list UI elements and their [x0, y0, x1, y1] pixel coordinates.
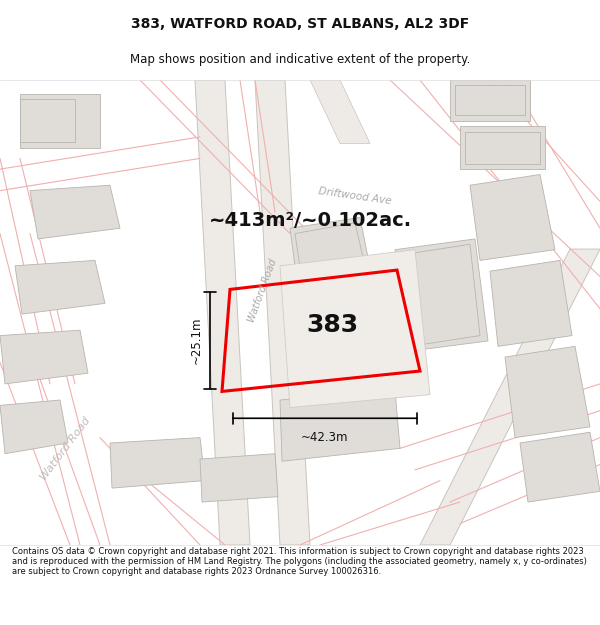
Polygon shape — [455, 86, 525, 116]
Polygon shape — [470, 174, 555, 261]
Polygon shape — [290, 217, 375, 303]
Polygon shape — [200, 454, 278, 502]
Polygon shape — [400, 244, 480, 346]
Text: ~25.1m: ~25.1m — [190, 317, 203, 364]
Text: ~413m²/~0.102ac.: ~413m²/~0.102ac. — [208, 211, 412, 230]
Polygon shape — [30, 185, 120, 239]
Polygon shape — [0, 400, 68, 454]
Polygon shape — [280, 389, 400, 461]
Text: Watford Road: Watford Road — [38, 415, 92, 482]
Polygon shape — [490, 261, 572, 346]
Polygon shape — [465, 131, 540, 164]
Text: Watford Road: Watford Road — [247, 258, 279, 324]
Text: Driftwood Ave: Driftwood Ave — [318, 186, 392, 206]
Polygon shape — [420, 249, 600, 545]
Polygon shape — [520, 432, 600, 502]
Polygon shape — [0, 330, 88, 384]
Polygon shape — [295, 223, 370, 300]
Polygon shape — [395, 239, 488, 352]
Polygon shape — [255, 80, 310, 545]
Text: 383, WATFORD ROAD, ST ALBANS, AL2 3DF: 383, WATFORD ROAD, ST ALBANS, AL2 3DF — [131, 17, 469, 31]
Polygon shape — [15, 261, 105, 314]
Polygon shape — [195, 80, 250, 545]
Polygon shape — [505, 346, 590, 438]
Polygon shape — [20, 94, 100, 148]
Text: ~42.3m: ~42.3m — [301, 431, 349, 444]
Text: 383: 383 — [306, 313, 358, 338]
Text: Contains OS data © Crown copyright and database right 2021. This information is : Contains OS data © Crown copyright and d… — [12, 547, 587, 576]
Polygon shape — [20, 99, 75, 142]
Polygon shape — [460, 126, 545, 169]
Polygon shape — [110, 438, 205, 488]
Text: Map shows position and indicative extent of the property.: Map shows position and indicative extent… — [130, 54, 470, 66]
Polygon shape — [450, 80, 530, 121]
Polygon shape — [310, 80, 370, 143]
Polygon shape — [280, 249, 430, 408]
